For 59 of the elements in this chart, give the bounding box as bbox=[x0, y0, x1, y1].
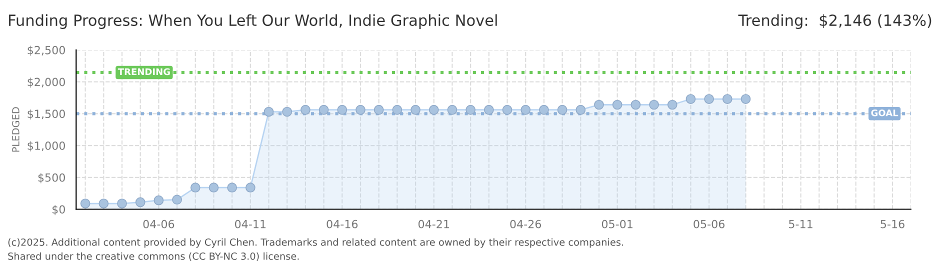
point bbox=[466, 104, 476, 115]
chart-title: Funding Progress: When You Left Our World, Indie Graphic Novel bbox=[9, 14, 497, 29]
point bbox=[318, 104, 329, 115]
point bbox=[282, 106, 292, 117]
x-tick-label: 04-21 bbox=[418, 220, 449, 228]
x-tick-label: 05-01 bbox=[602, 220, 632, 228]
x-tick-label: 04-11 bbox=[235, 220, 266, 228]
point bbox=[264, 106, 274, 117]
point bbox=[740, 94, 751, 104]
point bbox=[667, 100, 678, 110]
y-tick-label: $2,500 bbox=[28, 46, 65, 56]
point bbox=[557, 104, 568, 115]
ref-line-label: GOAL bbox=[871, 109, 898, 116]
point bbox=[630, 100, 641, 110]
x-tick-label: 5-11 bbox=[789, 220, 812, 228]
point bbox=[594, 100, 604, 110]
point bbox=[190, 182, 200, 193]
point bbox=[410, 104, 420, 115]
point bbox=[356, 104, 366, 115]
x-tick-label: 04-16 bbox=[326, 220, 358, 228]
point bbox=[428, 104, 439, 115]
x-tick-label: 5-16 bbox=[880, 220, 904, 228]
point bbox=[704, 94, 714, 104]
x-tick-label: 04-26 bbox=[510, 220, 542, 228]
y-tick-label: $1,500 bbox=[28, 109, 65, 120]
point bbox=[722, 94, 732, 104]
point bbox=[686, 94, 696, 104]
point bbox=[392, 104, 402, 115]
point bbox=[208, 182, 219, 193]
point bbox=[227, 182, 238, 193]
point bbox=[374, 104, 384, 115]
ref-line-label: TRENDING bbox=[118, 68, 170, 76]
point bbox=[576, 104, 586, 115]
point bbox=[117, 198, 127, 208]
point bbox=[98, 198, 109, 208]
y-tick-label: $2,000 bbox=[28, 78, 65, 88]
point bbox=[245, 182, 256, 193]
y-tick-label: $0 bbox=[52, 205, 65, 216]
point bbox=[135, 197, 146, 208]
point bbox=[447, 104, 458, 115]
x-tick-label: 04-06 bbox=[143, 220, 174, 228]
point bbox=[502, 104, 512, 115]
point bbox=[80, 198, 90, 208]
chart-subtitle: Trending: $2,146 (143%) bbox=[738, 14, 932, 29]
point bbox=[172, 194, 182, 205]
point bbox=[300, 104, 310, 115]
point bbox=[484, 104, 494, 115]
point bbox=[539, 104, 549, 115]
point bbox=[612, 100, 622, 110]
point bbox=[649, 100, 659, 110]
point bbox=[337, 104, 348, 115]
y-axis-title: PLEDGED bbox=[12, 107, 20, 152]
x-tick-label: 05-06 bbox=[694, 220, 725, 228]
text: (c)2025. Additional content provided by Cyril Chen. Trademarks and related content are owned by their respective companies. bbox=[8, 238, 624, 248]
y-tick-label: $1,000 bbox=[28, 141, 65, 152]
y-tick-label: $500 bbox=[38, 173, 65, 184]
point bbox=[154, 195, 164, 206]
text: Shared under the creative commons (CC BY-NC 3.0) license. bbox=[8, 252, 299, 262]
point bbox=[520, 104, 531, 115]
